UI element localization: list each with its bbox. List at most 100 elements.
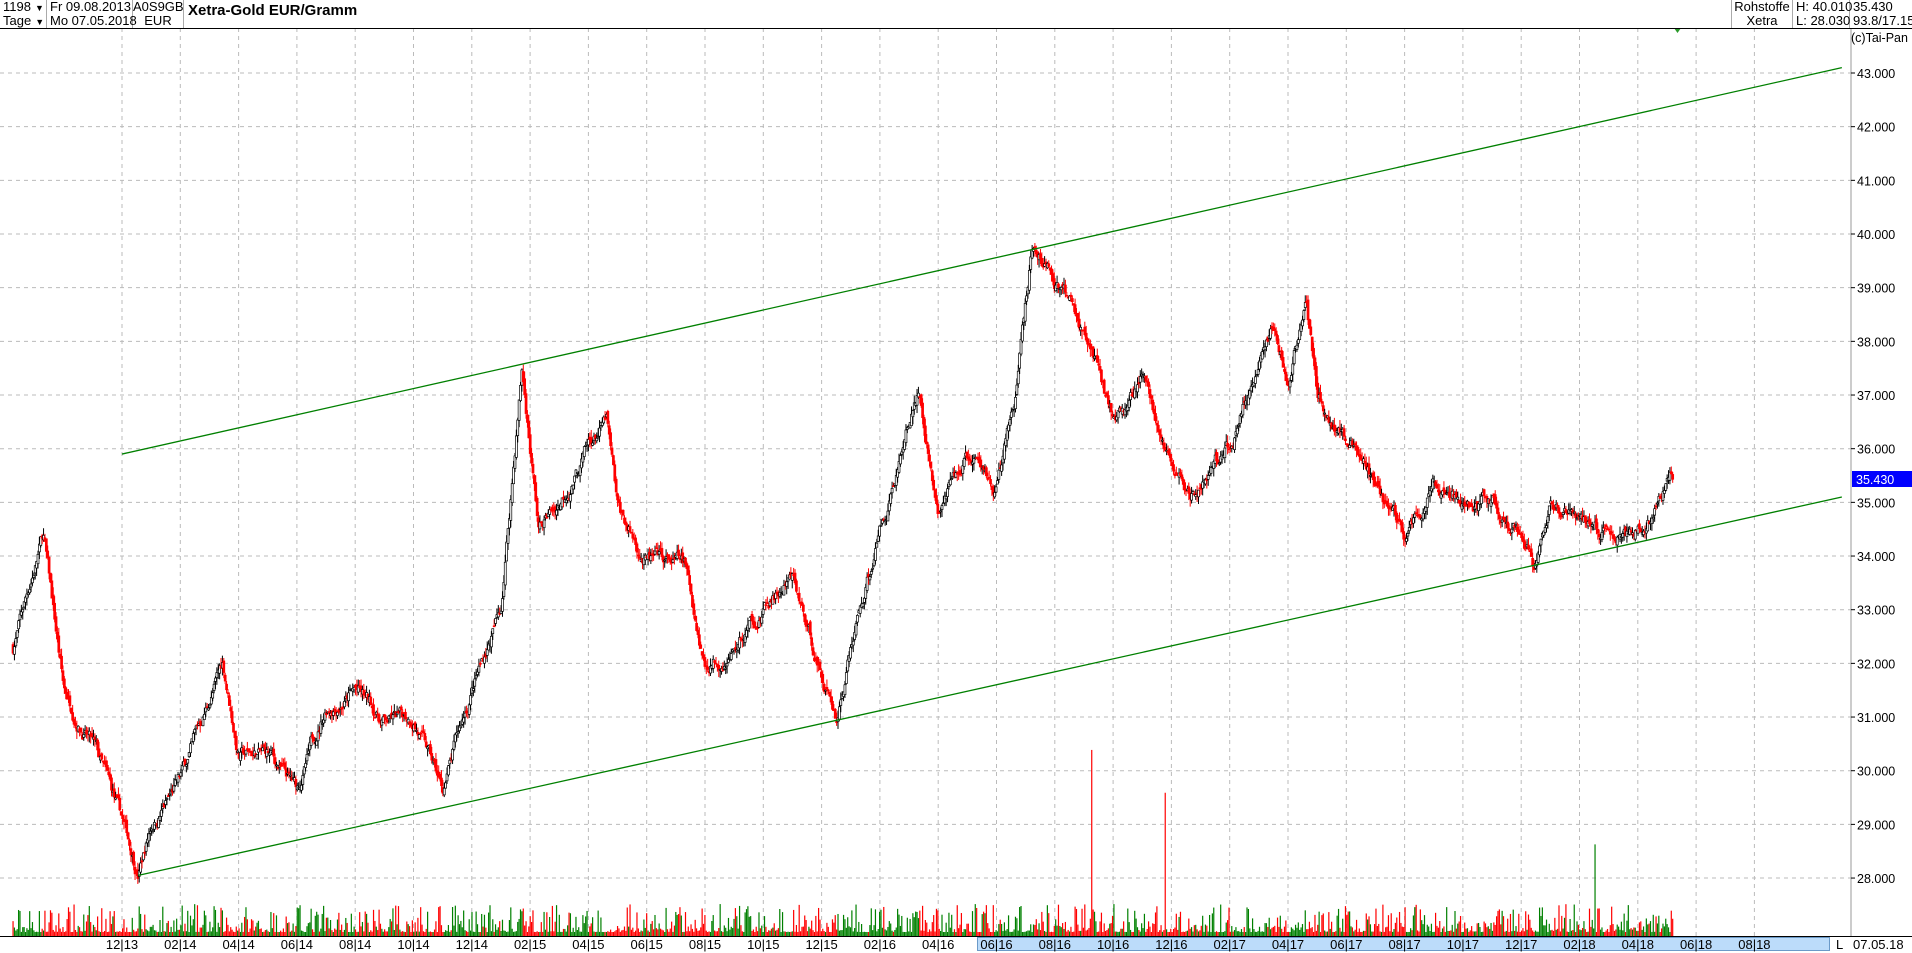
volume-bar: [1210, 931, 1212, 936]
volume-bar: [371, 931, 373, 936]
volume-bar: [1410, 928, 1412, 936]
date-tick-label: 10|17: [1446, 937, 1480, 952]
volume-bar: [239, 931, 242, 936]
volume-bar: [1129, 929, 1132, 936]
from-date[interactable]: Fr 09.08.2013: [50, 0, 131, 14]
volume-bar: [1300, 927, 1302, 936]
volume-bar: [342, 931, 344, 936]
candle-body: [287, 771, 291, 774]
candle-body: [1669, 471, 1673, 475]
candle-body: [283, 762, 287, 769]
volume-bar: [1276, 917, 1279, 936]
volume-bar: [639, 931, 641, 936]
volume-bar: [910, 931, 913, 936]
to-date[interactable]: Mo 07.05.2018: [50, 13, 137, 28]
volume-bar: [428, 931, 430, 936]
volume-bar: [123, 919, 125, 936]
count-select[interactable]: 1198 ▼ Tage ▼: [0, 0, 47, 28]
volume-bar: [1247, 908, 1250, 936]
volume-bar: [1031, 931, 1033, 936]
volume-bar: [1512, 909, 1514, 936]
volume-bar: [270, 911, 272, 936]
volume-bar: [768, 930, 770, 936]
candle-body: [1138, 376, 1142, 383]
volume-bar: [611, 931, 613, 936]
candle-body: [1414, 512, 1418, 515]
candle-body: [121, 815, 124, 820]
volume-bar: [1573, 904, 1575, 936]
volume-bar: [1380, 931, 1383, 936]
candle-body: [1596, 528, 1600, 534]
volume-bar: [589, 926, 591, 936]
volume-bar: [1078, 930, 1080, 936]
trend-channel[interactable]: [121, 66, 1842, 877]
volume-bar: [542, 931, 544, 936]
volume-bar: [1091, 749, 1093, 936]
volume-bar: [813, 931, 816, 936]
volume-bar: [1057, 904, 1060, 936]
volume-bar: [85, 921, 88, 936]
volume-bar: [329, 919, 332, 936]
volume-bar: [474, 931, 476, 936]
candle-body: [14, 638, 18, 647]
volume-bar: [1469, 930, 1471, 936]
volume-bar: [1450, 930, 1452, 936]
volume-bar: [1407, 931, 1409, 936]
volume-bar: [206, 931, 208, 936]
volume-bar: [374, 920, 376, 936]
volume-bar: [894, 930, 896, 936]
volume-bar: [1188, 918, 1190, 936]
volume-bar: [1367, 919, 1369, 936]
volume-bar: [1093, 911, 1096, 936]
volume-bar: [684, 912, 687, 936]
candle-body: [1406, 533, 1410, 537]
volume-bar: [539, 931, 541, 936]
candle-body: [452, 740, 456, 750]
volume-bar: [1624, 931, 1627, 936]
candle-body: [653, 550, 657, 555]
chevron-down-icon[interactable]: ▼: [34, 3, 44, 13]
volume-bar: [537, 931, 540, 936]
volume-bar: [252, 920, 254, 936]
candle-body: [684, 557, 687, 565]
volume-bar: [435, 921, 437, 936]
candle-body: [1527, 544, 1530, 550]
volume-bar: [1537, 931, 1539, 936]
volume-bar: [1505, 930, 1507, 936]
volume-bar: [1235, 927, 1237, 936]
candle-body: [1100, 369, 1103, 383]
date-tick-label: 08|16: [1038, 937, 1071, 952]
volume-bar: [1439, 921, 1441, 936]
candle-body: [1147, 381, 1150, 387]
volume-bar: [632, 927, 634, 936]
volume-bar: [902, 931, 904, 936]
volume-bar: [1275, 931, 1277, 936]
volume-bar: [555, 905, 558, 936]
scale-marker[interactable]: L: [1836, 937, 1844, 952]
volume-bar: [881, 927, 883, 936]
date-range[interactable]: Fr 09.08.2013 Mo 07.05.2018: [47, 0, 137, 28]
volume-bar: [1408, 931, 1410, 936]
date-scroll-band[interactable]: [977, 937, 1830, 951]
candle-body: [935, 495, 938, 504]
volume-bar: [44, 910, 46, 936]
candle-body: [180, 765, 184, 771]
volume-bar: [1035, 919, 1037, 936]
volume-bar: [447, 925, 450, 936]
candle-body: [634, 537, 637, 545]
volume-bar: [378, 909, 380, 936]
volume-bar: [1444, 931, 1446, 936]
volume-bar: [314, 915, 316, 936]
candle-body: [1263, 346, 1267, 351]
volume-bar: [1153, 924, 1155, 936]
volume-bar: [281, 931, 283, 936]
volume-bar: [1204, 924, 1207, 936]
volume-bar: [554, 921, 556, 936]
volume-bar: [384, 929, 386, 936]
volume-bar: [445, 930, 447, 936]
chevron-down-icon[interactable]: ▼: [35, 17, 45, 27]
candle-body: [459, 725, 463, 728]
volume-bar: [29, 911, 31, 936]
volume-bar: [488, 912, 490, 936]
candle-body: [569, 494, 572, 502]
